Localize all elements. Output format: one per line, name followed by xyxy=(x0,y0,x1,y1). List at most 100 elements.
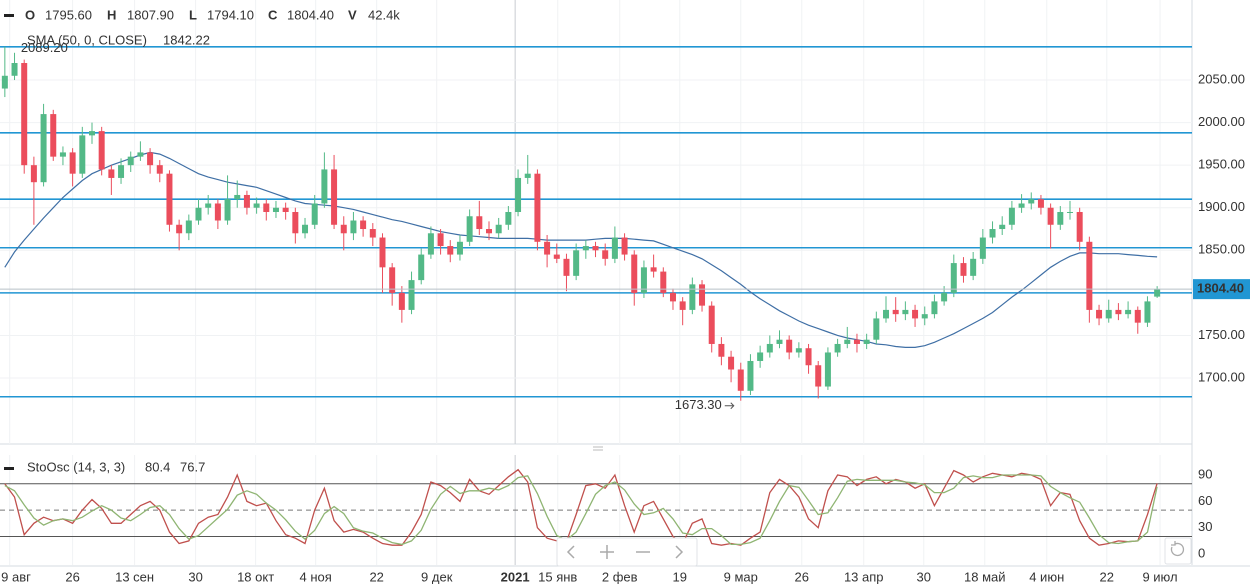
candle-body xyxy=(863,339,870,344)
candle-body xyxy=(11,63,18,76)
candle-body xyxy=(214,203,221,221)
candle-body xyxy=(873,318,880,340)
candle-body xyxy=(127,156,134,166)
candle-body xyxy=(495,224,502,234)
candle-body xyxy=(1018,203,1025,208)
candle-body xyxy=(447,246,454,255)
toolbar-box xyxy=(556,537,698,567)
candle-body xyxy=(340,224,347,234)
candle-body xyxy=(360,220,367,230)
candle-body xyxy=(205,203,212,208)
candle-body xyxy=(960,263,967,276)
candle-body xyxy=(1154,289,1161,297)
x-tick-label: 19 xyxy=(673,569,687,584)
candle-body xyxy=(292,211,299,234)
candle-body xyxy=(147,152,154,166)
candle-body xyxy=(912,309,919,319)
candle-body xyxy=(553,254,560,259)
x-tick-label: 9 дек xyxy=(421,569,453,584)
zoom-in-button[interactable] xyxy=(600,545,614,559)
candle-body xyxy=(118,165,125,178)
candle-body xyxy=(883,309,890,319)
candle-body xyxy=(1125,309,1132,315)
candle-body xyxy=(195,207,202,221)
candle-body xyxy=(418,254,425,281)
candle-body xyxy=(699,284,706,306)
x-tick-label: 2021 xyxy=(501,569,530,584)
ohlc-label: H xyxy=(107,7,116,22)
x-tick-label: 4 ноя xyxy=(300,569,332,584)
candle-body xyxy=(621,237,628,255)
x-tick-label: 18 май xyxy=(964,569,1006,584)
sma-legend: SMA (50, 0, CLOSE) xyxy=(27,32,147,47)
candle-body xyxy=(379,237,386,268)
x-tick-label: 13 сен xyxy=(115,569,154,584)
candle-body xyxy=(389,267,396,293)
candle-body xyxy=(921,314,928,319)
candle-body xyxy=(88,131,95,136)
y-tick-label: 1700.00 xyxy=(1198,369,1245,384)
candle-body xyxy=(263,203,270,212)
candle-body xyxy=(1066,211,1073,213)
candle-body xyxy=(1134,309,1141,323)
candle-body xyxy=(718,343,725,357)
candle-body xyxy=(737,369,744,391)
sma-value: 1842.22 xyxy=(163,32,210,47)
candle-body xyxy=(1037,199,1044,208)
candle-body xyxy=(59,152,66,157)
stoch-legend: StoOsc (14, 3, 3) xyxy=(27,459,125,474)
candle-body xyxy=(427,233,434,255)
ohlc-value: 1794.10 xyxy=(207,7,254,22)
candle-body xyxy=(505,211,512,225)
candle-body xyxy=(166,173,173,225)
candle-body xyxy=(1115,309,1122,315)
series-line xyxy=(4,151,1158,348)
stoch-k-value: 80.4 xyxy=(145,459,170,474)
y-tick-label: 1950.00 xyxy=(1198,157,1245,172)
candle-body xyxy=(369,229,376,238)
x-tick-label: 30 xyxy=(188,569,202,584)
candle-body xyxy=(534,173,541,242)
candle-body xyxy=(515,177,522,212)
candle-body xyxy=(224,199,231,221)
candle-body xyxy=(941,292,948,302)
stoch-d-value: 76.7 xyxy=(180,459,205,474)
candle-body xyxy=(979,237,986,259)
reset-button[interactable] xyxy=(1164,537,1192,565)
scroll-right-button[interactable] xyxy=(675,545,684,559)
y-tick-label: 90 xyxy=(1198,466,1212,481)
candle-body xyxy=(1057,211,1064,225)
candle-body xyxy=(282,207,289,212)
ohlc-value: 1804.40 xyxy=(287,7,334,22)
candle-body xyxy=(669,292,676,302)
candle-body xyxy=(350,220,357,234)
legend-icon xyxy=(4,14,14,17)
y-tick-label: 30 xyxy=(1198,519,1212,534)
candle-body xyxy=(30,165,37,183)
x-tick-label: 9 авг xyxy=(1,569,31,584)
x-tick-label: 22 xyxy=(1100,569,1114,584)
candle-body xyxy=(185,220,192,234)
ohlc-label: C xyxy=(268,7,278,22)
candle-body xyxy=(795,348,802,353)
candle-body xyxy=(1105,309,1112,319)
y-tick-label: 0 xyxy=(1198,545,1205,560)
y-tick-label: 2000.00 xyxy=(1198,114,1245,129)
y-tick-label: 2050.00 xyxy=(1198,71,1245,86)
reset-icon xyxy=(1170,541,1185,557)
candle-body xyxy=(931,301,938,315)
candle-body xyxy=(398,292,405,310)
candle-body xyxy=(1076,211,1083,242)
candle-body xyxy=(466,216,473,242)
candle-body xyxy=(243,194,250,208)
y-tick-label: 1900.00 xyxy=(1198,199,1245,214)
candle-body xyxy=(602,250,609,259)
low-annotation: 1673.30 xyxy=(675,397,722,412)
toolbar xyxy=(556,537,1192,567)
candle-body xyxy=(815,365,822,387)
scroll-left-button[interactable] xyxy=(566,545,575,559)
candle-body xyxy=(1096,309,1103,319)
candle-body xyxy=(611,237,618,259)
candle-body xyxy=(311,203,318,225)
candle-body xyxy=(757,352,764,361)
